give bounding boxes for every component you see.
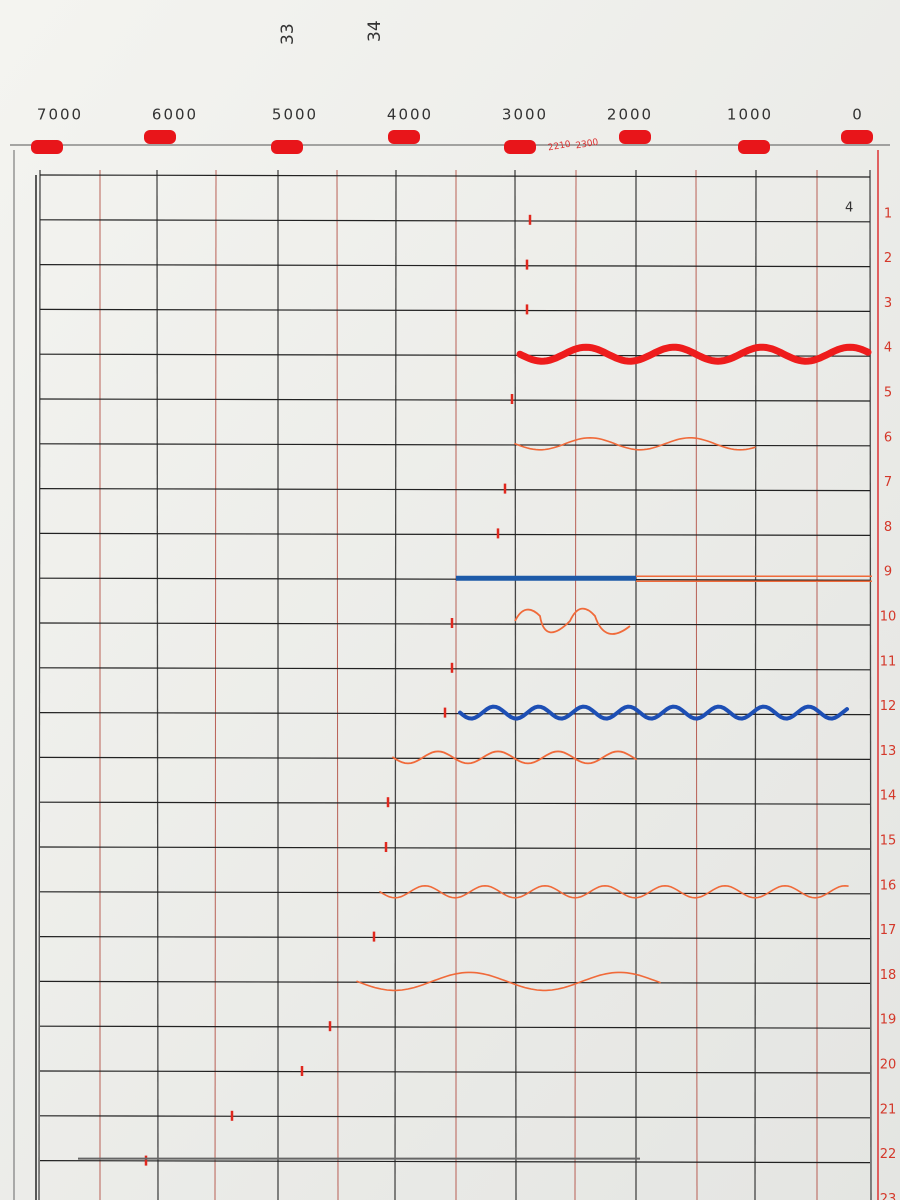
top-label: 0 (852, 106, 864, 124)
top-label: 5000 (272, 106, 318, 124)
small-note: 2300 (575, 138, 600, 152)
row-number: 16 (880, 878, 897, 893)
grid-column (38, 169, 41, 1200)
top-label: 7000 (37, 106, 83, 124)
red-marker (31, 140, 63, 154)
wave (379, 884, 849, 899)
grid-column (869, 169, 872, 1200)
wave (356, 971, 661, 992)
row-number: 7 (884, 475, 892, 490)
row-number: 5 (884, 386, 892, 401)
grid-row (39, 801, 871, 805)
small-note: 2210 (547, 140, 572, 154)
row-number: 1 (884, 206, 892, 221)
wave (516, 343, 872, 365)
header-note: 34 (365, 20, 385, 42)
grid-column (214, 169, 217, 1200)
row-number: 17 (880, 923, 897, 938)
wave (458, 704, 849, 721)
corner-note: 4 (845, 201, 853, 216)
grid-row (39, 488, 871, 492)
grid-column (574, 169, 577, 1200)
row-number: 19 (880, 1013, 897, 1028)
row-number: 13 (880, 744, 897, 759)
marks (31, 130, 873, 1166)
red-marker (738, 140, 770, 154)
grid-column (394, 169, 397, 1200)
row-number: 23 (880, 1192, 897, 1200)
grid-row (39, 667, 871, 671)
top-label: 2000 (607, 106, 653, 124)
row-number: 6 (884, 430, 892, 445)
grid-row (39, 1070, 871, 1074)
row-number: 11 (880, 654, 897, 669)
row-number: 8 (884, 520, 892, 535)
grid-row (39, 219, 871, 223)
grid (38, 169, 872, 1200)
row-number: 22 (880, 1147, 897, 1162)
grid-row (39, 1159, 871, 1164)
row-number: 20 (880, 1058, 897, 1073)
row-number: 18 (880, 968, 897, 983)
grid-row (39, 891, 871, 895)
grid-column (514, 169, 517, 1200)
grid-column (336, 169, 339, 1200)
row-number: 14 (880, 789, 897, 804)
row-number: 3 (884, 296, 892, 311)
wave (392, 750, 637, 765)
grid-row (39, 980, 871, 985)
grid-row (39, 264, 871, 268)
top-label: 1000 (727, 106, 773, 124)
red-marker (619, 130, 651, 144)
row-number: 4 (884, 341, 892, 356)
red-marker (388, 130, 420, 144)
grid-row (39, 577, 871, 581)
row-number: 12 (880, 699, 897, 714)
top-label: 3000 (502, 106, 548, 124)
grid-row (39, 1115, 871, 1119)
red-marker (144, 130, 176, 144)
top-label: 6000 (152, 106, 198, 124)
wave (514, 436, 756, 451)
grid-row (39, 398, 871, 402)
grid-row (39, 443, 871, 447)
header-note: 33 (278, 23, 298, 45)
grid-row (39, 622, 871, 626)
row-number: 2 (884, 251, 892, 266)
row-number: 15 (880, 834, 897, 849)
grid-column (156, 169, 159, 1200)
grid-row (39, 308, 871, 312)
grid-row (39, 174, 871, 178)
row-number: 10 (880, 610, 897, 625)
row-number: 9 (884, 565, 892, 580)
loops (514, 607, 631, 635)
grid-row (39, 532, 871, 537)
top-label: 4000 (387, 106, 433, 124)
red-marker (504, 140, 536, 154)
row-number: 21 (880, 1102, 897, 1117)
red-marker (271, 140, 303, 154)
grid-row (39, 935, 871, 940)
grid-row (39, 846, 871, 850)
red-marker (841, 130, 873, 144)
grid-row (39, 1025, 871, 1029)
